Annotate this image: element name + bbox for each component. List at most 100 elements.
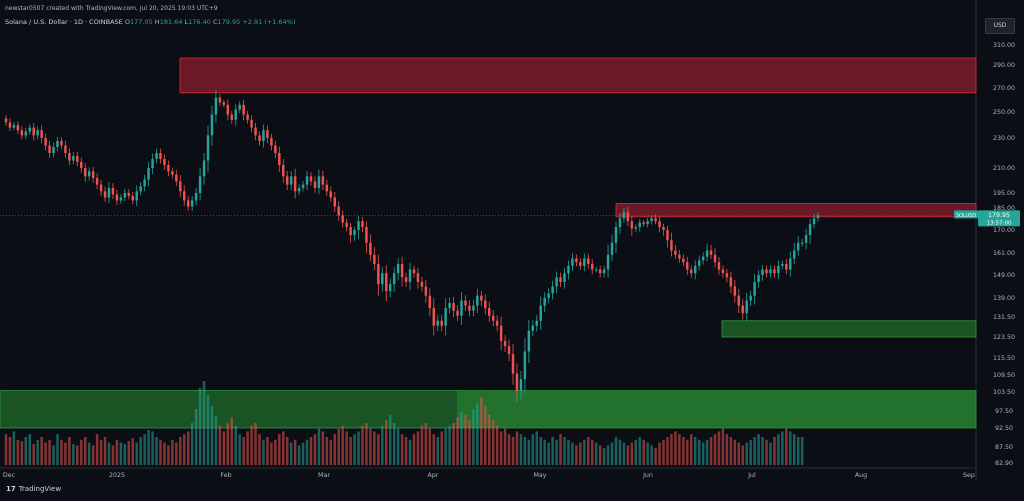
candle-body <box>353 230 356 236</box>
candle-body <box>773 269 776 274</box>
candle-body <box>40 130 43 138</box>
time-tick-label: Mar <box>318 472 330 479</box>
candle-body <box>163 159 166 165</box>
candle-body <box>83 168 87 177</box>
candle-body <box>183 191 186 201</box>
candle-body <box>16 125 20 131</box>
candle-body <box>638 222 641 228</box>
candle-body <box>36 130 39 136</box>
volume-bar <box>254 423 257 465</box>
candle-body <box>293 176 297 192</box>
volume-bar <box>491 420 495 465</box>
candle-body <box>800 242 804 244</box>
volume-bar <box>186 431 190 465</box>
candle-body <box>472 305 475 311</box>
price-tick-label: 109.50 <box>993 372 1015 379</box>
candle-body <box>151 159 154 168</box>
candle-body <box>127 193 131 196</box>
candle-body <box>4 118 8 123</box>
volume-bar <box>131 438 134 465</box>
volume-bar <box>412 434 416 465</box>
volume-bar <box>369 428 372 465</box>
candle-body <box>646 221 649 225</box>
candle-body <box>480 295 483 301</box>
price-label-box <box>978 210 1020 227</box>
candle-body <box>333 197 336 207</box>
volume-bar <box>468 420 471 465</box>
candle-body <box>737 295 741 306</box>
volume-bar <box>777 434 780 465</box>
price-tick-label: 210.00 <box>993 165 1015 172</box>
candle-body <box>123 193 127 198</box>
candle-body <box>543 298 546 306</box>
candle-body <box>107 188 111 198</box>
candle-body <box>274 145 277 153</box>
volume-bar <box>424 423 428 465</box>
candle-body <box>345 222 348 228</box>
volume-bar <box>313 434 317 465</box>
candle-body <box>789 258 792 270</box>
candle-body <box>662 227 665 230</box>
volume-bar <box>8 437 12 465</box>
candle-body <box>432 308 436 326</box>
volume-bar <box>175 442 178 465</box>
volume-bar <box>234 425 237 465</box>
candle-body <box>297 188 301 192</box>
tradingview-logo[interactable]: 17 TradingView <box>6 485 61 493</box>
candle-body <box>24 131 28 136</box>
volume-bar <box>741 445 744 465</box>
volume-bar <box>143 434 146 465</box>
volume-bar <box>60 439 63 465</box>
candle-body <box>325 184 329 192</box>
volume-bar <box>361 425 364 465</box>
candle-body <box>634 227 638 229</box>
candle-body <box>598 269 602 274</box>
candle-body <box>159 153 162 159</box>
volume-bar <box>480 397 483 465</box>
candle-body <box>369 242 372 255</box>
volume-bar <box>222 431 226 465</box>
candle-body <box>80 162 83 168</box>
volume-bar <box>559 434 562 465</box>
currency-button[interactable]: USD <box>985 18 1015 34</box>
candle-body <box>468 305 471 311</box>
volume-bar <box>119 442 123 465</box>
candle-body <box>179 181 182 192</box>
symbol-title[interactable]: Solana / U.S. Dollar · 1D · COINBASE <box>5 18 123 26</box>
candle-body <box>491 315 495 321</box>
volume-bar <box>183 434 186 465</box>
candle-body <box>729 277 733 287</box>
candle-body <box>361 221 364 228</box>
candle-body <box>412 269 416 274</box>
candle-body <box>484 300 487 309</box>
volume-bar <box>587 437 590 465</box>
candle-body <box>270 138 273 146</box>
candle-body <box>381 273 384 285</box>
candle-body <box>72 156 75 161</box>
volume-bar <box>444 428 447 465</box>
volume-bar <box>682 437 685 465</box>
volume-bar <box>83 437 87 465</box>
volume-bar <box>610 442 614 465</box>
candle-body <box>464 300 467 306</box>
volume-bar <box>365 423 368 465</box>
candle-body <box>60 141 63 146</box>
time-tick-label: Feb <box>220 472 231 479</box>
volume-bar <box>24 437 28 465</box>
candle-body <box>206 135 210 161</box>
candle-body <box>602 269 606 274</box>
candle-body <box>278 153 281 165</box>
volume-bar <box>91 445 95 465</box>
price-tick-label: 149.00 <box>993 272 1015 279</box>
candle-body <box>309 176 313 182</box>
volume-bar <box>301 442 305 465</box>
volume-bar <box>527 439 531 465</box>
volume-bar <box>697 439 701 465</box>
candle-body <box>56 141 59 147</box>
candle-body <box>587 258 590 264</box>
volume-bar <box>396 428 400 465</box>
candle-body <box>630 221 634 229</box>
candle-body <box>678 254 681 259</box>
volume-bar <box>476 403 479 465</box>
